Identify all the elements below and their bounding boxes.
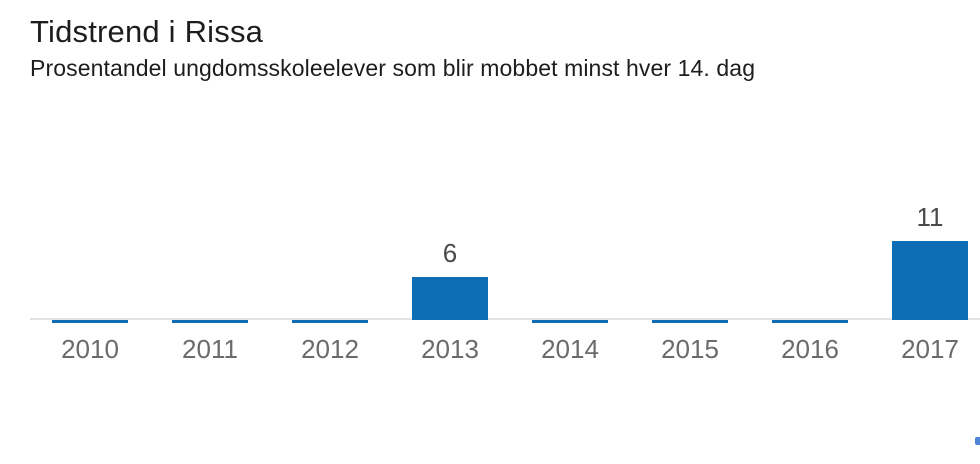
x-tick-label-2015: 2015 — [661, 334, 719, 364]
bar-2010[interactable] — [52, 320, 128, 323]
x-axis-line — [30, 318, 980, 320]
data-label-2017: 11 — [916, 202, 944, 232]
bar-2014[interactable] — [532, 320, 608, 323]
edge-widget-fragment-icon — [975, 437, 980, 445]
bar-2016[interactable] — [772, 320, 848, 323]
x-tick-label-2010: 2010 — [61, 334, 119, 364]
x-tick-label-2013: 2013 — [421, 334, 479, 364]
x-tick-label-2016: 2016 — [781, 334, 839, 364]
plot-area: 2010 2011 2012 6 2013 2014 2015 2016 11 2017 — [30, 130, 980, 370]
x-tick-label-2014: 2014 — [541, 334, 599, 364]
chart-subtitle: Prosentandel ungdomsskoleelever som blir… — [30, 55, 756, 81]
data-label-2013: 6 — [442, 238, 458, 268]
bar-2017[interactable] — [892, 241, 968, 320]
bar-2015[interactable] — [652, 320, 728, 323]
chart-title: Tidstrend i Rissa — [30, 14, 264, 49]
x-tick-label-2012: 2012 — [301, 334, 359, 364]
bar-2012[interactable] — [292, 320, 368, 323]
bar-2011[interactable] — [172, 320, 248, 323]
bar-2013[interactable] — [412, 277, 488, 320]
x-tick-label-2017: 2017 — [901, 334, 959, 364]
x-tick-label-2011: 2011 — [182, 334, 238, 364]
